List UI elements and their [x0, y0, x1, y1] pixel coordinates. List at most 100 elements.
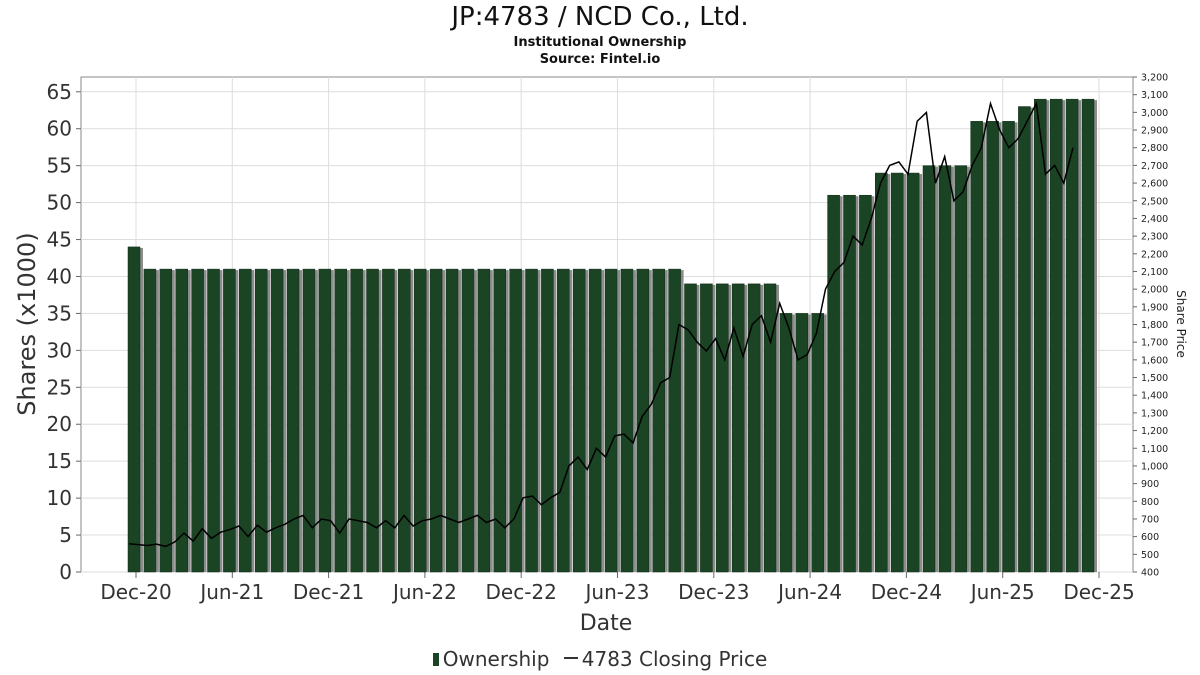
ownership-bar — [763, 283, 777, 573]
ownership-bar — [1002, 121, 1015, 573]
ownership-bar — [970, 121, 983, 573]
y2-tick-label: 3,000 — [1141, 108, 1168, 119]
ownership-bar — [318, 268, 332, 573]
y2-tick-label: 2,200 — [1141, 249, 1168, 260]
ownership-bar — [541, 268, 554, 573]
bar-shadow — [505, 270, 509, 572]
bar-shadow — [1094, 100, 1097, 572]
ownership-bar — [286, 268, 300, 573]
ownership-bar — [429, 268, 443, 573]
y2-tick-label: 1,000 — [1141, 461, 1168, 472]
ownership-bar — [493, 268, 506, 573]
bar-shadow — [473, 270, 477, 572]
x-axis-title: Date — [580, 611, 633, 636]
bar-shadow — [394, 270, 398, 572]
ownership-bar — [795, 313, 809, 573]
ownership-bar — [1034, 98, 1047, 573]
bar-shadow — [887, 174, 891, 572]
bar-shadow — [855, 196, 859, 572]
ownership-bar — [557, 268, 570, 573]
y2-tick-label: 2,800 — [1141, 143, 1168, 154]
ownership-bar — [382, 268, 395, 573]
bar-shadow — [203, 270, 207, 572]
y2-tick-label: 2,000 — [1141, 285, 1168, 296]
chart-title: JP:4783 / NCD Co., Ltd. — [451, 2, 749, 32]
bar-shadow — [1078, 100, 1082, 572]
ownership-bar — [398, 268, 411, 573]
bar-shadow — [680, 270, 684, 572]
ownership-bar — [716, 283, 729, 573]
ownership-bar — [350, 268, 363, 573]
ownership-bar — [207, 268, 220, 573]
y2-tick-label: 2,700 — [1141, 161, 1168, 172]
ownership-bar — [239, 268, 252, 573]
bar-shadow — [537, 270, 541, 572]
bar-shadow — [458, 270, 461, 572]
y2-tick-label: 2,600 — [1141, 179, 1168, 190]
ownership-bar — [668, 268, 681, 573]
bar-shadow — [791, 314, 795, 572]
y2-tick-label: 1,500 — [1141, 373, 1168, 384]
y-tick-label: 20 — [47, 412, 72, 436]
bar-shadow — [442, 270, 446, 572]
ownership-bar — [747, 283, 761, 573]
x-tick-label: Dec-23 — [678, 580, 749, 604]
bar-shadow — [362, 270, 366, 572]
legend-item-price[interactable]: 4783 Closing Price — [560, 647, 767, 671]
ownership-bar — [938, 165, 952, 573]
x-tick-label: Jun-21 — [198, 580, 264, 604]
legend-line-swatch — [563, 656, 578, 659]
y-tick-label: 15 — [47, 449, 72, 473]
ownership-bar — [302, 268, 316, 573]
legend-item-ownership[interactable]: Ownership — [432, 647, 549, 671]
ownership-bar — [700, 283, 713, 573]
x-tick-label: Dec-22 — [486, 580, 557, 604]
bar-shadow — [235, 270, 239, 572]
x-tick-label: Dec-21 — [293, 580, 364, 604]
bar-shadow — [871, 196, 875, 572]
ownership-bar — [779, 313, 793, 573]
y2-tick-label: 3,200 — [1141, 73, 1168, 84]
ownership-bar — [954, 165, 968, 573]
bar-shadow — [346, 270, 350, 572]
y2-tick-label: 1,700 — [1141, 338, 1168, 349]
ownership-bar — [127, 246, 141, 573]
y-axis-title: Shares (x1000) — [13, 232, 41, 415]
bar-shadow — [521, 270, 525, 572]
bar-shadow — [585, 270, 589, 572]
bar-shadow — [1046, 100, 1050, 572]
ownership-bar — [143, 268, 157, 573]
y-tick-label: 5 — [59, 523, 72, 547]
y2-axis-title: Share Price — [1174, 290, 1188, 358]
ownership-bar — [636, 268, 650, 573]
bar-shadow — [648, 270, 652, 572]
x-tick-label: Dec-20 — [100, 580, 171, 604]
bar-shadow — [426, 270, 430, 572]
bar-shadow — [712, 284, 716, 572]
ownership-bar — [461, 268, 475, 573]
bar-shadow — [267, 270, 271, 572]
price-line — [128, 100, 1074, 548]
bar-shadow — [664, 270, 668, 572]
ownership-bar — [413, 268, 427, 573]
bar-shadow — [903, 174, 907, 572]
bar-shadow — [998, 122, 1002, 572]
y2-tick-label: 1,400 — [1141, 391, 1168, 402]
ownership-bar — [477, 268, 491, 573]
y2-tick-label: 1,100 — [1141, 444, 1168, 455]
bar-shadow — [935, 166, 938, 572]
y2-tick-label: 1,300 — [1141, 408, 1168, 419]
ownership-bar — [859, 194, 872, 573]
ownership-bar — [175, 268, 188, 573]
bar-shadow — [251, 270, 255, 572]
bar-shadow — [807, 314, 811, 572]
bar-shadow — [632, 270, 636, 572]
ownership-bar — [620, 268, 634, 573]
y2-tick-label: 1,600 — [1141, 355, 1168, 366]
ownership-bar — [843, 194, 856, 573]
y-tick-label: 30 — [47, 338, 72, 362]
ownership-bar — [588, 268, 602, 573]
y2-tick-label: 500 — [1141, 550, 1159, 561]
y2-tick-label: 700 — [1141, 514, 1159, 525]
bar-shadow — [1030, 107, 1034, 572]
